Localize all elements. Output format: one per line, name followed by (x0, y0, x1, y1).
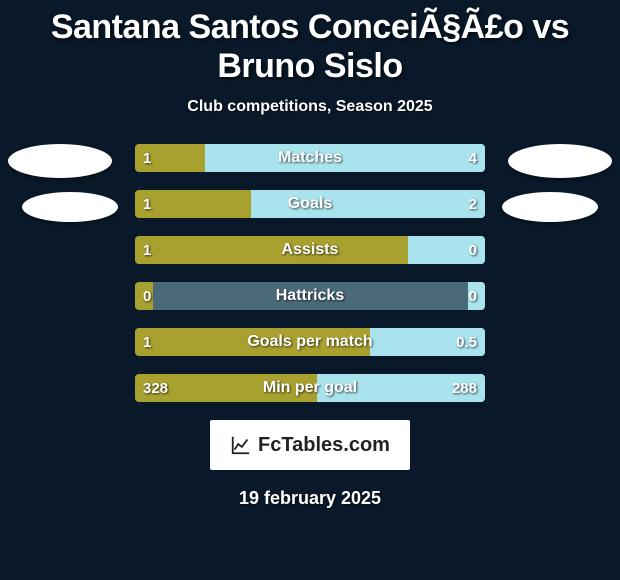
date-text: 19 february 2025 (0, 488, 620, 509)
stat-value-left: 1 (135, 328, 159, 356)
stat-row: 328288Min per goal (135, 374, 485, 402)
stat-row: 14Matches (135, 144, 485, 172)
avatar-placeholder-2 (508, 144, 612, 178)
page-subtitle: Club competitions, Season 2025 (0, 98, 620, 116)
bar-left (135, 236, 408, 264)
stat-row: 0 0Hattricks (135, 282, 485, 310)
stat-row: 10Assists (135, 236, 485, 264)
stat-value-left: 328 (135, 374, 176, 402)
stat-value-right: 4 (461, 144, 485, 172)
stat-value-right: 2 (461, 190, 485, 218)
bar-right (205, 144, 485, 172)
stat-value-left: 1 (135, 190, 159, 218)
chart-icon (230, 434, 252, 456)
stats-container: 14Matches12Goals10Assists00Hattricks10.5… (0, 144, 620, 402)
page-title: Santana Santos ConceiÃ§Ã£o vs Bruno Sisl… (0, 0, 620, 86)
stat-label: Hattricks (135, 282, 485, 310)
stat-value-left: 1 (135, 236, 159, 264)
stat-row: 12Goals (135, 190, 485, 218)
stat-row: 10.5Goals per match (135, 328, 485, 356)
stat-value-right: 0.5 (448, 328, 485, 356)
stat-value-left: 0 (135, 282, 159, 310)
bar-left (135, 328, 370, 356)
stat-value-left: 1 (135, 144, 159, 172)
avatar-placeholder-0 (8, 144, 112, 178)
stat-value-right: 288 (444, 374, 485, 402)
bar-right (251, 190, 486, 218)
avatar-placeholder-1 (22, 192, 118, 222)
stat-value-right: 0 (461, 282, 485, 310)
stat-value-right: 0 (461, 236, 485, 264)
logo-text: FcTables.com (258, 434, 390, 457)
avatar-placeholder-3 (502, 192, 598, 222)
fctables-logo: FcTables.com (210, 420, 410, 470)
